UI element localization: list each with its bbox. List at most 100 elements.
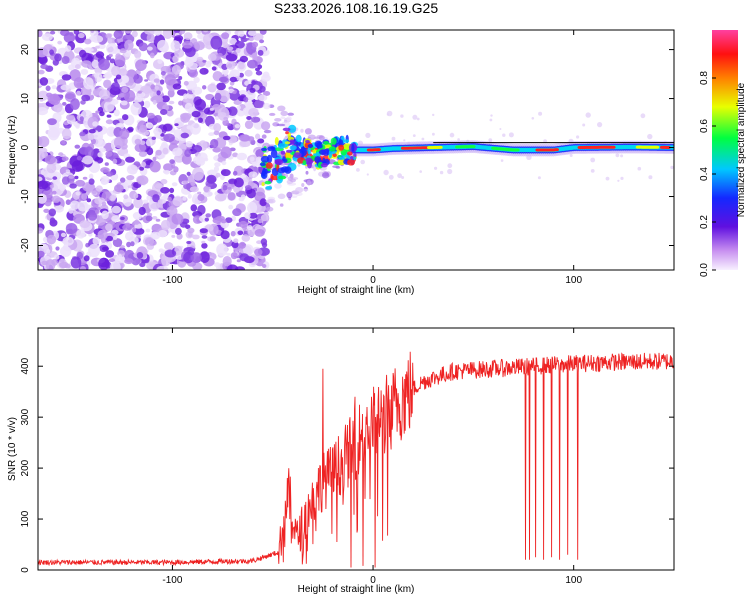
noise-blob (263, 129, 272, 134)
noise-blob (261, 121, 271, 131)
noise-blob (52, 176, 58, 180)
y-tick-label: 10 (20, 93, 31, 105)
signal-peak (515, 148, 520, 152)
signal-blob (307, 144, 314, 148)
noise-dot (391, 136, 396, 141)
noise-dot (647, 133, 653, 140)
noise-blob (82, 155, 94, 165)
noise-blob (99, 89, 110, 100)
signal-blob (287, 132, 291, 138)
noise-blob (101, 201, 107, 207)
noise-blob (243, 244, 254, 256)
noise-blob (51, 85, 57, 90)
noise-blob (180, 112, 192, 120)
noise-blob (322, 172, 330, 179)
noise-blob (98, 43, 106, 50)
noise-blob (74, 175, 79, 180)
noise-blob (139, 166, 145, 171)
noise-blob (67, 239, 73, 244)
noise-blob (151, 136, 156, 140)
noise-blob (46, 92, 53, 98)
signal-blob (264, 180, 272, 185)
noise-blob (227, 192, 236, 201)
noise-blob (247, 228, 256, 237)
noise-blob (152, 194, 160, 203)
noise-blob (104, 162, 109, 166)
noise-blob (274, 183, 282, 189)
noise-blob (210, 138, 219, 149)
noise-blob (252, 161, 257, 167)
noise-blob (182, 180, 189, 184)
colorbar-tick-label: 0.4 (699, 167, 710, 181)
x-tick-label: -100 (162, 575, 182, 586)
noise-blob (105, 250, 115, 258)
noise-blob (106, 42, 118, 55)
noise-blob (260, 214, 269, 222)
noise-dot (401, 176, 405, 179)
noise-blob (160, 187, 170, 194)
noise-dot (457, 138, 460, 141)
noise-blob (216, 265, 221, 270)
noise-blob (68, 64, 75, 71)
noise-blob (54, 205, 64, 213)
noise-blob (49, 184, 54, 189)
noise-blob (201, 235, 208, 239)
noise-blob (182, 196, 187, 201)
signal-blob (323, 141, 330, 145)
noise-blob (160, 109, 168, 115)
noise-dot (605, 176, 610, 181)
noise-blob (80, 68, 89, 75)
noise-blob (219, 76, 228, 83)
noise-blob (109, 194, 116, 202)
noise-dot (576, 135, 580, 139)
noise-blob (59, 246, 72, 257)
noise-blob (166, 206, 178, 217)
signal-blob (289, 145, 297, 151)
noise-blob (58, 152, 64, 156)
noise-blob (255, 67, 260, 72)
noise-blob (183, 80, 189, 86)
signal-blob (328, 146, 336, 152)
noise-blob (226, 46, 234, 51)
snr-x-axis-label: Height of straight line (km) (298, 584, 415, 595)
noise-blob (225, 53, 238, 62)
noise-blob (111, 82, 120, 91)
signal-blob (350, 156, 354, 160)
noise-blob (246, 225, 253, 231)
noise-blob (197, 193, 205, 202)
noise-blob (108, 53, 113, 58)
noise-blob (243, 96, 249, 103)
noise-blob (105, 33, 112, 39)
noise-blob (123, 179, 134, 187)
noise-blob (61, 156, 69, 161)
noise-dot (432, 132, 435, 136)
noise-blob (245, 37, 250, 41)
noise-blob (156, 90, 161, 96)
noise-blob (223, 71, 228, 76)
noise-blob (174, 123, 179, 126)
noise-blob (136, 234, 142, 239)
noise-dot (620, 176, 624, 180)
x-tick-label: -100 (162, 275, 182, 286)
noise-dot (449, 132, 455, 138)
noise-blob (86, 198, 92, 203)
noise-blob (81, 94, 91, 102)
noise-blob (157, 230, 168, 238)
signal-blob (286, 149, 293, 153)
signal-blob (274, 137, 279, 146)
noise-dot (488, 138, 493, 143)
noise-blob (65, 223, 78, 234)
noise-blob (87, 212, 98, 221)
signal-blob (270, 149, 278, 159)
noise-blob (191, 110, 201, 118)
noise-blob (209, 236, 216, 242)
noise-blob (244, 120, 254, 129)
noise-blob (152, 99, 157, 105)
snr-series (38, 351, 674, 568)
noise-blob (100, 167, 110, 173)
signal-peak (376, 148, 381, 152)
noise-blob (80, 100, 86, 105)
noise-blob (202, 85, 207, 90)
noise-blob (113, 109, 120, 117)
noise-blob (198, 117, 203, 123)
